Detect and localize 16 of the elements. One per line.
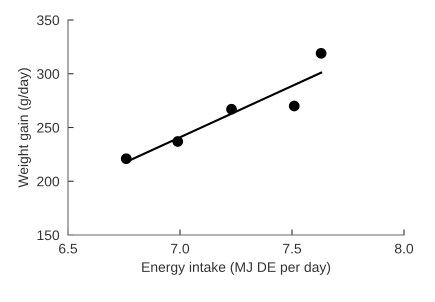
point [226, 104, 237, 115]
x-tick-label: 7.5 [283, 244, 302, 254]
point [172, 136, 184, 147]
y-axis-title: Weight gain (g/day) [18, 68, 31, 188]
y-tick-label: 250 [37, 122, 60, 133]
x-tick-label: 6.5 [59, 244, 78, 254]
point [120, 153, 132, 164]
y-tick-label: 200 [37, 176, 60, 186]
y-tick-label: 300 [37, 69, 60, 79]
y-tick-label: 150 [38, 230, 60, 240]
point [288, 100, 300, 112]
point [316, 48, 326, 59]
x-axis-title: Energy intake (MJ DE per day) [142, 262, 330, 275]
x-tick-label: 8.0 [394, 244, 414, 254]
x-tick-label: 7.0 [171, 244, 190, 254]
y-tick-label: 350 [37, 15, 60, 26]
